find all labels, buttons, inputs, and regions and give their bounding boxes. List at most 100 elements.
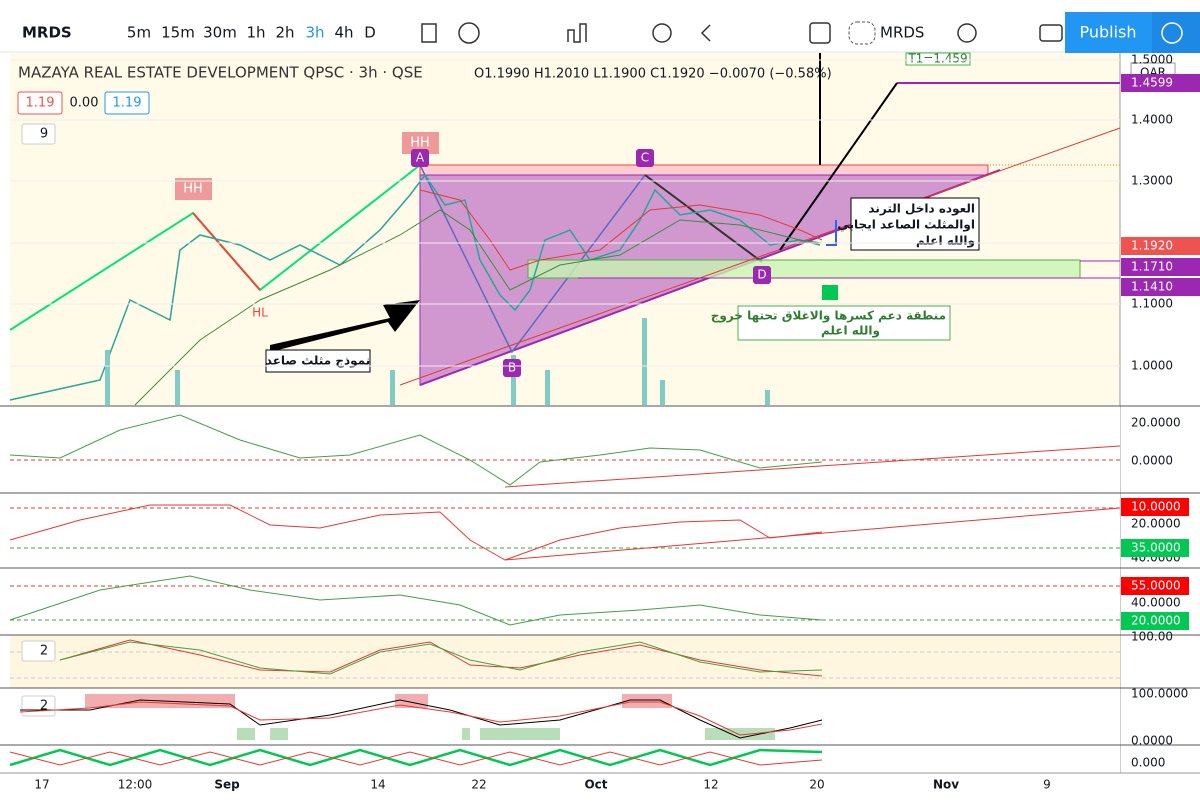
time-label: 17 — [34, 778, 49, 792]
time-label: 12:00 — [118, 778, 153, 792]
pane — [10, 406, 1120, 493]
pattern-label: نموذج مثلث صاعد — [266, 354, 370, 369]
pattern-points: A B C D — [411, 149, 771, 377]
point-label: D — [757, 268, 766, 282]
compare-symbol[interactable]: MRDS — [880, 24, 924, 42]
trend-note: والله اعلم — [916, 234, 975, 249]
pane-tag — [1121, 539, 1189, 557]
moving-average-slow — [134, 209, 823, 406]
ask-box[interactable] — [104, 91, 150, 115]
pane — [10, 493, 1120, 568]
target-label: T1=1.459 — [907, 52, 967, 66]
bar-icon[interactable] — [567, 23, 587, 43]
time-labels: 17 12:00 Sep 14 22 Oct 12 20 Nov 9 — [34, 778, 1050, 792]
price-tag — [1121, 74, 1200, 92]
support-arrow — [822, 285, 838, 300]
time-label: 9 — [1043, 778, 1051, 792]
pane-1-line — [9, 414, 823, 486]
oversold-zone — [237, 728, 255, 740]
hh-box — [175, 178, 212, 200]
ohlc: O1.1990 H1.2010 L1.1900 C1.1920 −0.0070 … — [474, 67, 832, 82]
settings-icon[interactable] — [957, 23, 977, 43]
point-label: B — [508, 361, 516, 375]
symbol[interactable]: MRDS — [22, 24, 72, 42]
price-tag — [1121, 258, 1200, 276]
time-label: 12 — [703, 778, 718, 792]
interval[interactable]: 3h — [305, 24, 324, 42]
interval[interactable]: 15m — [161, 24, 195, 42]
camera-icon[interactable] — [1039, 24, 1063, 42]
overbought-zone — [622, 694, 672, 708]
length-label[interactable]: 2 — [40, 699, 48, 714]
point-box — [636, 149, 654, 167]
pane-5-signal — [19, 701, 823, 736]
indicator-panes: 20.00000.000020.000040.000010.000035.000… — [0, 405, 1200, 773]
interval[interactable]: 4h — [334, 24, 353, 42]
interval[interactable]: 30m — [203, 24, 237, 42]
support-note: والله اعلم — [821, 324, 880, 339]
support-zone — [527, 259, 1081, 279]
play-icon — [1161, 22, 1183, 44]
publish-label[interactable]: Publish — [1079, 23, 1136, 42]
price-tag-label: 1.1920 — [1131, 239, 1173, 253]
pane-label: 20.0000 — [1131, 517, 1181, 531]
pane-label: 35.0000 — [1131, 541, 1181, 555]
interval[interactable]: 1h — [246, 24, 265, 42]
play-button[interactable] — [1152, 12, 1200, 54]
price-label: 1.3000 — [1131, 174, 1173, 188]
layout-icon[interactable] — [809, 22, 831, 44]
price-label: 1.4000 — [1131, 113, 1173, 127]
support-note-box — [737, 305, 951, 341]
pane-label: 0.0000 — [1131, 454, 1173, 468]
pane-tag — [1121, 498, 1189, 516]
length-box[interactable] — [21, 640, 56, 662]
ask[interactable]: 1.19 — [113, 96, 142, 111]
pane-label: 20.0000 — [1131, 416, 1181, 430]
bid-box[interactable] — [17, 91, 63, 115]
publish-button[interactable] — [1065, 12, 1152, 54]
trend-note-box — [850, 197, 980, 251]
interval-group: 5m 15m 30m 1h 2h 3h 4h D — [127, 24, 376, 42]
pane-label: 100.00 — [1131, 630, 1173, 644]
interval[interactable]: 2h — [275, 24, 294, 42]
pane — [10, 745, 1120, 773]
chart-title: MAZAYA REAL ESTATE DEVELOPMENT QPSC · 3h… — [18, 64, 423, 82]
length-box[interactable] — [21, 695, 56, 717]
point-label: C — [641, 151, 649, 165]
trend-note: اوالمثلث الصاعد ايجابي — [837, 218, 975, 233]
pane — [10, 568, 1120, 635]
hh-label: HH — [183, 182, 203, 197]
replay-icon[interactable] — [700, 24, 711, 42]
cloud-icon — [848, 21, 876, 45]
indicator-box[interactable] — [21, 123, 56, 145]
price-label: 1.0000 — [1131, 359, 1173, 373]
point-box — [411, 149, 429, 167]
price-tag — [1121, 278, 1200, 296]
interval[interactable]: D — [364, 24, 376, 42]
price-label: 1.5000 — [1131, 53, 1173, 67]
price-tag — [1121, 237, 1200, 255]
bid[interactable]: 1.19 — [26, 96, 55, 111]
candle-icon[interactable] — [421, 23, 437, 43]
length-label[interactable]: 2 — [40, 644, 48, 659]
pane-label: 10.0000 — [1131, 500, 1181, 514]
up-arrow — [826, 220, 837, 246]
pane-6-line — [9, 748, 823, 767]
pane-4-signal — [59, 641, 823, 675]
add-icon[interactable] — [458, 22, 480, 44]
spread: 0.00 — [70, 96, 99, 111]
time-label: Sep — [214, 778, 240, 792]
support-note: منطقة دعم كسرها والاغلاق تحتها خروج — [711, 309, 946, 324]
pane-1-trend — [504, 445, 1121, 488]
alert-icon[interactable] — [652, 23, 672, 43]
point-box — [753, 266, 771, 284]
trend-line — [399, 127, 1121, 386]
pane-2-line — [9, 504, 823, 561]
pane — [10, 635, 1120, 688]
indicator-length[interactable]: 9 — [40, 127, 48, 142]
hl-label: HL — [252, 306, 268, 320]
time-label: Oct — [584, 778, 607, 792]
interval[interactable]: 5m — [127, 24, 151, 42]
time-axis — [0, 773, 1200, 798]
